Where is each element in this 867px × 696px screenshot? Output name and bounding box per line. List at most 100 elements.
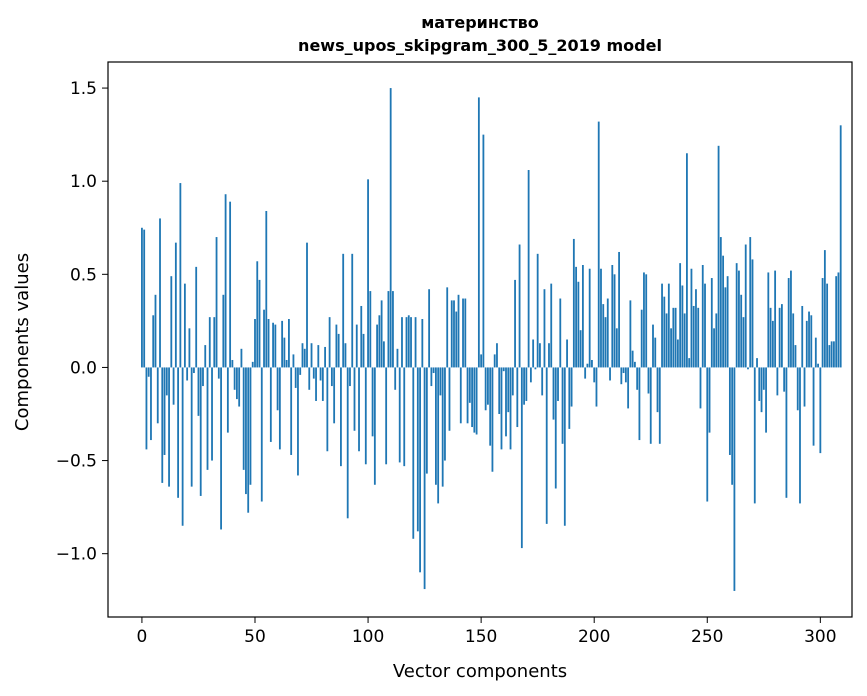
bar [744,244,747,368]
bar [713,328,715,368]
bar [170,276,173,368]
bar [143,229,146,368]
bar [165,367,168,396]
bar [548,343,550,368]
bar [557,367,559,401]
bar [247,367,250,513]
bar [808,311,810,368]
bar [330,367,333,387]
bar [204,345,207,368]
bar [183,283,186,368]
bar [722,255,725,368]
bar [618,251,620,368]
bar [254,319,256,368]
bar [600,268,602,368]
y-axis-ticks: −1.0 −0.5 0.0 0.5 1.0 1.5 [56,79,108,565]
bar [217,367,220,379]
bar [195,266,198,368]
bar [401,317,403,368]
bar [240,348,243,368]
bar [351,253,354,368]
bar [398,367,401,463]
bar [742,317,745,368]
bar [586,363,589,368]
bar [652,324,654,368]
bar [220,367,222,530]
bar [615,328,618,368]
bar [649,367,652,444]
bar [394,367,397,390]
bar [459,367,462,424]
bar [364,367,367,465]
bar [561,367,564,444]
bar [514,279,516,368]
bar [593,367,596,383]
bar [710,278,713,368]
bar [790,270,792,368]
bar [833,341,835,368]
bar [765,367,767,433]
bar [385,367,388,465]
bar [457,294,460,368]
bar [525,367,528,401]
bar [441,367,444,487]
bar [728,367,731,455]
y-tick-label: 0.5 [70,265,97,285]
bar [188,328,191,368]
bar [819,367,822,454]
bar [310,343,313,368]
bar [172,367,175,405]
bar [482,134,485,368]
bar [717,145,720,368]
bar [439,367,442,396]
x-tick-label: 200 [578,627,610,647]
bar [738,270,740,368]
bar [643,272,645,368]
bar [575,266,578,368]
bar [661,283,663,368]
bar [749,237,752,368]
bar [229,201,232,368]
bar [570,367,573,407]
x-tick-label: 150 [465,627,497,647]
bar [520,367,523,549]
bar [484,367,487,411]
bar [450,300,453,368]
bar [179,183,182,368]
bar [509,367,512,450]
bar [224,194,227,368]
bar [839,125,842,368]
bar [326,367,329,452]
bar [333,367,336,424]
bar [624,367,627,383]
bar [554,367,557,489]
bar [622,367,625,374]
bar [543,289,546,368]
bar [425,367,428,474]
bar [340,367,342,467]
bar [193,367,195,374]
bar [276,367,279,411]
bar [206,367,209,470]
bar [473,367,476,433]
bar [801,305,804,368]
bar [163,367,166,455]
bar [719,237,722,368]
bar [502,367,505,372]
bar [168,367,170,487]
bar [468,367,471,403]
bar [423,367,426,590]
bar [516,367,519,428]
bar [581,265,584,368]
x-tick-label: 100 [352,627,384,647]
bar [690,268,693,368]
bar [256,261,259,368]
bar [448,367,451,431]
bars-group [141,88,842,591]
chart-title-line1: материнство [421,13,539,32]
bar [638,367,641,441]
bar [663,296,666,368]
bar [620,367,623,385]
bar [778,307,781,368]
bar [274,324,277,368]
